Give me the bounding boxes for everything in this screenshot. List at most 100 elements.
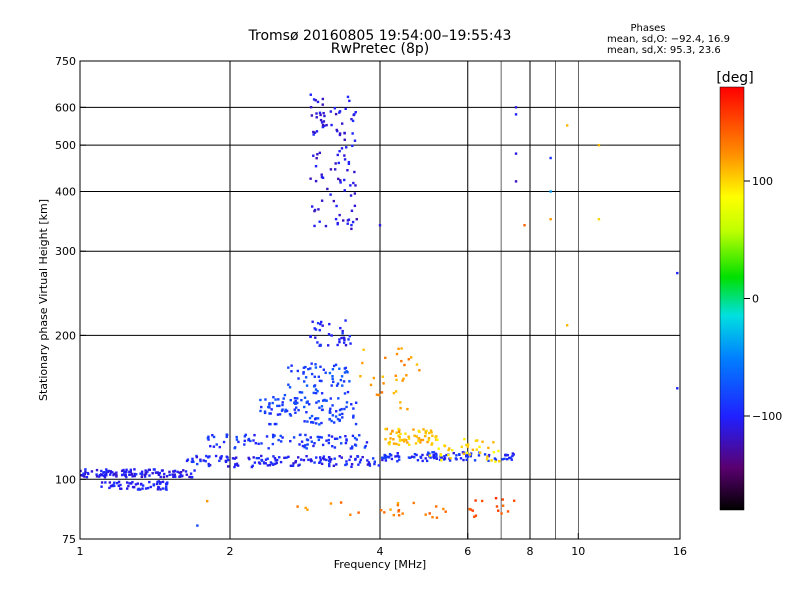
data-point bbox=[348, 335, 352, 338]
data-point bbox=[295, 406, 298, 409]
data-point bbox=[383, 511, 386, 514]
data-point bbox=[460, 445, 463, 449]
data-point bbox=[340, 407, 343, 411]
data-point bbox=[352, 181, 355, 185]
data-point bbox=[501, 498, 504, 501]
data-point bbox=[225, 433, 228, 436]
data-point-isolated-7 bbox=[549, 218, 552, 221]
data-point bbox=[344, 463, 347, 467]
data-point bbox=[95, 468, 99, 472]
data-point bbox=[340, 375, 344, 378]
data-point bbox=[304, 444, 307, 447]
data-point bbox=[195, 455, 199, 459]
data-point bbox=[266, 464, 270, 467]
data-point bbox=[424, 513, 427, 516]
data-point bbox=[134, 473, 138, 476]
data-point bbox=[341, 412, 344, 416]
data-point bbox=[335, 410, 338, 413]
data-point bbox=[83, 475, 86, 478]
data-point bbox=[105, 470, 109, 473]
data-point bbox=[319, 365, 322, 368]
data-point bbox=[329, 407, 332, 410]
data-point bbox=[215, 443, 218, 446]
data-point bbox=[352, 414, 355, 417]
data-point bbox=[105, 468, 108, 471]
data-point bbox=[336, 153, 339, 157]
data-point bbox=[328, 409, 332, 413]
data-point bbox=[143, 475, 147, 478]
data-point bbox=[343, 138, 346, 141]
data-point bbox=[365, 441, 369, 444]
data-point bbox=[274, 462, 277, 466]
data-point bbox=[193, 469, 196, 472]
data-point bbox=[318, 423, 321, 426]
data-point bbox=[343, 154, 346, 157]
data-point bbox=[447, 453, 450, 457]
data-point-isolated-0 bbox=[514, 106, 518, 109]
data-point bbox=[351, 119, 355, 123]
data-point bbox=[431, 516, 434, 519]
data-points bbox=[80, 93, 679, 527]
data-point bbox=[309, 335, 312, 339]
data-point bbox=[346, 222, 349, 225]
data-point bbox=[343, 367, 347, 370]
data-point bbox=[320, 121, 324, 124]
data-point bbox=[431, 434, 434, 437]
data-point bbox=[288, 413, 292, 416]
data-point bbox=[336, 343, 339, 347]
data-point bbox=[424, 431, 427, 435]
data-point bbox=[427, 451, 430, 454]
data-point bbox=[333, 437, 337, 440]
data-point bbox=[220, 455, 223, 458]
data-point bbox=[157, 473, 161, 477]
data-point bbox=[302, 372, 305, 375]
x-tick-label-6: 16 bbox=[673, 545, 687, 558]
data-point bbox=[401, 438, 404, 442]
data-point bbox=[343, 407, 346, 411]
data-point bbox=[159, 488, 162, 491]
data-point bbox=[144, 469, 147, 472]
data-point bbox=[349, 194, 353, 197]
data-point bbox=[184, 470, 188, 473]
data-point bbox=[327, 332, 331, 336]
data-point bbox=[272, 455, 275, 458]
data-point bbox=[313, 375, 316, 379]
data-point bbox=[312, 391, 315, 395]
data-point bbox=[429, 429, 433, 432]
data-point bbox=[310, 440, 314, 443]
data-point bbox=[314, 99, 317, 102]
data-point bbox=[310, 372, 314, 376]
data-point bbox=[113, 472, 117, 476]
data-point bbox=[397, 434, 400, 437]
data-point bbox=[322, 457, 325, 460]
data-point bbox=[188, 475, 191, 479]
data-point bbox=[331, 368, 335, 371]
data-point bbox=[341, 329, 344, 333]
data-point bbox=[437, 447, 440, 450]
data-point bbox=[333, 457, 336, 460]
data-point bbox=[468, 453, 472, 456]
data-point bbox=[344, 319, 347, 322]
data-point bbox=[259, 409, 262, 413]
data-point-isolated-5 bbox=[565, 124, 569, 127]
data-point bbox=[346, 219, 350, 222]
data-point bbox=[334, 217, 338, 221]
data-point bbox=[396, 451, 399, 455]
data-point bbox=[268, 463, 272, 467]
stats-line-x: mean, sd,X: 95.3, 23.6 bbox=[607, 45, 721, 56]
data-point bbox=[233, 446, 236, 450]
data-point bbox=[317, 208, 320, 211]
data-point bbox=[320, 175, 324, 179]
data-point bbox=[321, 97, 325, 101]
data-point bbox=[336, 417, 340, 421]
data-point bbox=[340, 122, 344, 125]
data-point bbox=[304, 433, 307, 437]
data-point bbox=[303, 380, 306, 383]
data-point bbox=[381, 458, 384, 462]
data-point bbox=[343, 337, 346, 340]
data-point bbox=[338, 133, 342, 137]
data-point bbox=[81, 474, 84, 477]
data-point bbox=[168, 473, 171, 477]
data-point bbox=[346, 371, 349, 374]
data-point bbox=[266, 457, 269, 460]
